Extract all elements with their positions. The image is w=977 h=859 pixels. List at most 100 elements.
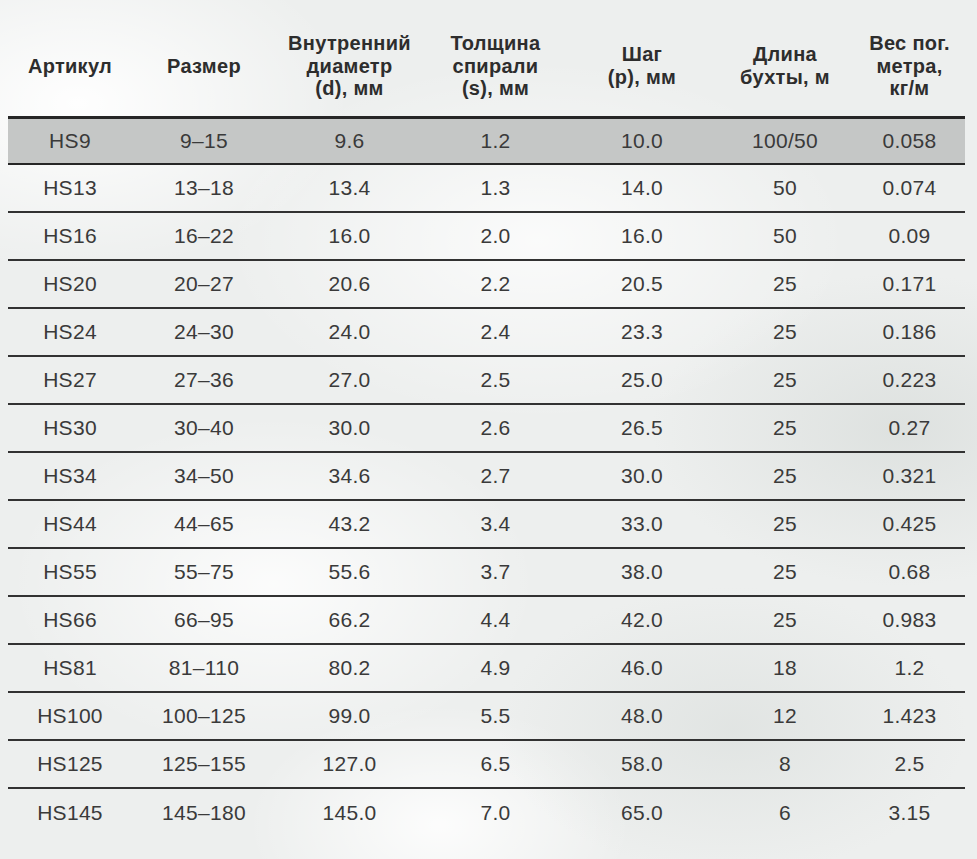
table-cell-spiral-thickness: 1.2	[423, 117, 568, 164]
table-cell-pitch: 42.0	[568, 596, 716, 644]
table-cell-coil-length: 25	[716, 356, 854, 404]
table-cell-inner-diameter: 127.0	[276, 740, 423, 788]
col-header-article: Артикул	[8, 0, 132, 117]
table-cell-article: HS100	[8, 692, 132, 740]
table-cell-coil-length: 18	[716, 644, 854, 692]
table-cell-article: HS20	[8, 260, 132, 308]
table-cell-coil-length: 50	[716, 212, 854, 260]
col-header-pitch: Шаг (p), мм	[568, 0, 716, 117]
table-cell-pitch: 26.5	[568, 404, 716, 452]
table-cell-pitch: 65.0	[568, 788, 716, 836]
table-cell-spiral-thickness: 1.3	[423, 164, 568, 212]
table-cell-coil-length: 25	[716, 596, 854, 644]
table-cell-pitch: 46.0	[568, 644, 716, 692]
table-cell-weight: 0.058	[854, 117, 965, 164]
table-cell-spiral-thickness: 5.5	[423, 692, 568, 740]
table-cell-coil-length: 25	[716, 404, 854, 452]
table-cell-article: HS30	[8, 404, 132, 452]
table-cell-pitch: 33.0	[568, 500, 716, 548]
table-row: HS6666–9566.24.442.0250.983	[8, 596, 965, 644]
table-cell-pitch: 38.0	[568, 548, 716, 596]
table-cell-size: 9–15	[132, 117, 276, 164]
table-cell-size: 66–95	[132, 596, 276, 644]
table-cell-article: HS34	[8, 452, 132, 500]
table-cell-weight: 2.5	[854, 740, 965, 788]
table-cell-weight: 0.09	[854, 212, 965, 260]
table-cell-spiral-thickness: 2.0	[423, 212, 568, 260]
table-cell-weight: 0.68	[854, 548, 965, 596]
table-cell-size: 24–30	[132, 308, 276, 356]
table-cell-inner-diameter: 16.0	[276, 212, 423, 260]
table-cell-weight: 0.223	[854, 356, 965, 404]
table-cell-weight: 0.074	[854, 164, 965, 212]
table-cell-article: HS27	[8, 356, 132, 404]
table-cell-inner-diameter: 66.2	[276, 596, 423, 644]
table-cell-pitch: 10.0	[568, 117, 716, 164]
table-cell-coil-length: 8	[716, 740, 854, 788]
table-row: HS8181–11080.24.946.0181.2	[8, 644, 965, 692]
page-background: { "table": { "title": "Спецификация спир…	[0, 0, 977, 859]
table-row: HS100100–12599.05.548.0121.423	[8, 692, 965, 740]
table-cell-inner-diameter: 34.6	[276, 452, 423, 500]
table-cell-pitch: 14.0	[568, 164, 716, 212]
table-cell-inner-diameter: 9.6	[276, 117, 423, 164]
table-cell-coil-length: 50	[716, 164, 854, 212]
table-cell-weight: 0.983	[854, 596, 965, 644]
table-cell-coil-length: 25	[716, 500, 854, 548]
table-cell-size: 44–65	[132, 500, 276, 548]
table-cell-spiral-thickness: 2.7	[423, 452, 568, 500]
table-cell-spiral-thickness: 3.4	[423, 500, 568, 548]
table-cell-spiral-thickness: 4.4	[423, 596, 568, 644]
table-cell-inner-diameter: 30.0	[276, 404, 423, 452]
table-cell-weight: 1.423	[854, 692, 965, 740]
table-cell-article: HS55	[8, 548, 132, 596]
table-cell-spiral-thickness: 2.5	[423, 356, 568, 404]
table-cell-spiral-thickness: 2.4	[423, 308, 568, 356]
table-cell-pitch: 16.0	[568, 212, 716, 260]
table-cell-size: 30–40	[132, 404, 276, 452]
table-cell-weight: 0.27	[854, 404, 965, 452]
table-cell-size: 16–22	[132, 212, 276, 260]
table-cell-inner-diameter: 13.4	[276, 164, 423, 212]
table-row: HS2424–3024.02.423.3250.186	[8, 308, 965, 356]
table-cell-coil-length: 25	[716, 452, 854, 500]
table-cell-article: HS9	[8, 117, 132, 164]
table-cell-inner-diameter: 55.6	[276, 548, 423, 596]
table-row: HS3030–4030.02.626.5250.27	[8, 404, 965, 452]
table-row: HS99–159.61.210.0100/500.058	[8, 117, 965, 164]
table-cell-spiral-thickness: 3.7	[423, 548, 568, 596]
table-cell-inner-diameter: 24.0	[276, 308, 423, 356]
table-cell-inner-diameter: 43.2	[276, 500, 423, 548]
table-row: HS2020–2720.62.220.5250.171	[8, 260, 965, 308]
table-cell-spiral-thickness: 2.2	[423, 260, 568, 308]
table-row: HS1313–1813.41.314.0500.074	[8, 164, 965, 212]
table-cell-article: HS16	[8, 212, 132, 260]
table-cell-spiral-thickness: 4.9	[423, 644, 568, 692]
table-cell-article: HS81	[8, 644, 132, 692]
table-row: HS125125–155127.06.558.082.5	[8, 740, 965, 788]
table-cell-size: 55–75	[132, 548, 276, 596]
table-cell-pitch: 48.0	[568, 692, 716, 740]
table-cell-spiral-thickness: 6.5	[423, 740, 568, 788]
table-cell-inner-diameter: 99.0	[276, 692, 423, 740]
table-cell-size: 13–18	[132, 164, 276, 212]
table-cell-size: 100–125	[132, 692, 276, 740]
col-header-weight: Вес пог. метра, кг/м	[854, 0, 965, 117]
table-cell-inner-diameter: 27.0	[276, 356, 423, 404]
table-row: HS145145–180145.07.065.063.15	[8, 788, 965, 836]
table-cell-article: HS66	[8, 596, 132, 644]
table-cell-size: 20–27	[132, 260, 276, 308]
hose-spec-table: Артикул Размер Внутренний диаметр (d), м…	[8, 0, 965, 836]
col-header-coil-length: Длина бухты, м	[716, 0, 854, 117]
col-header-size: Размер	[132, 0, 276, 117]
table-cell-inner-diameter: 145.0	[276, 788, 423, 836]
table-cell-weight: 0.186	[854, 308, 965, 356]
col-header-inner-diameter: Внутренний диаметр (d), мм	[276, 0, 423, 117]
table-cell-inner-diameter: 20.6	[276, 260, 423, 308]
table-cell-coil-length: 100/50	[716, 117, 854, 164]
table-cell-pitch: 25.0	[568, 356, 716, 404]
table-cell-weight: 0.171	[854, 260, 965, 308]
table-cell-spiral-thickness: 2.6	[423, 404, 568, 452]
table-cell-pitch: 23.3	[568, 308, 716, 356]
table-header-row: Артикул Размер Внутренний диаметр (d), м…	[8, 0, 965, 117]
